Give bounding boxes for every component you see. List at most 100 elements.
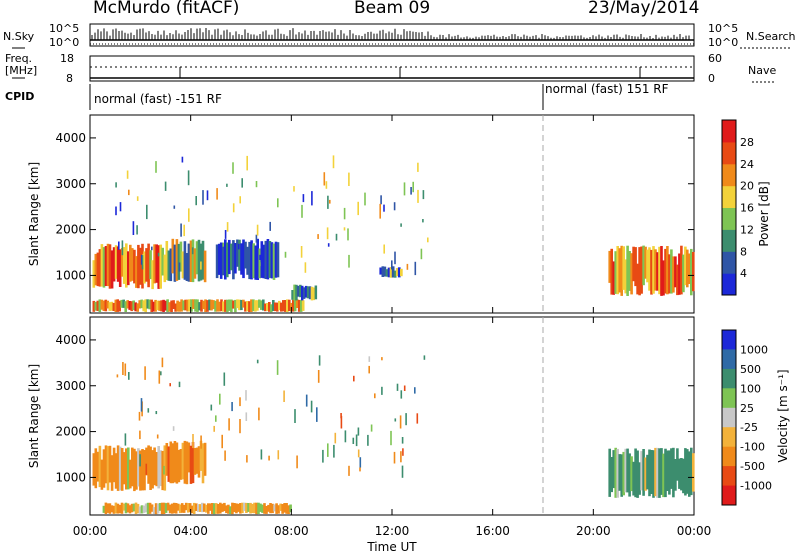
scatter-echo bbox=[332, 155, 335, 169]
scatter-echo bbox=[335, 233, 338, 241]
echo-cell bbox=[252, 299, 255, 312]
echo-cell bbox=[98, 445, 102, 488]
echo-cell bbox=[249, 502, 252, 514]
echo-cell bbox=[140, 299, 143, 309]
scatter-echo bbox=[327, 243, 330, 247]
echo-cell bbox=[264, 240, 268, 279]
echo-cell bbox=[226, 299, 229, 313]
echo-cell bbox=[266, 303, 269, 311]
echo-cell bbox=[638, 462, 641, 495]
echo-cell bbox=[212, 300, 215, 310]
scatter-echo bbox=[400, 223, 402, 227]
scatter-echo bbox=[318, 355, 321, 366]
echo-cell bbox=[137, 244, 140, 289]
echo-cell bbox=[231, 502, 234, 515]
scatter-echo bbox=[238, 243, 240, 250]
echo-cell bbox=[250, 299, 253, 312]
echo-cell bbox=[224, 239, 227, 280]
echo-cell bbox=[225, 505, 228, 514]
echo-cell bbox=[138, 506, 142, 514]
echo-cell bbox=[129, 244, 132, 282]
scatter-echo bbox=[222, 242, 224, 247]
scatter-echo bbox=[420, 248, 423, 260]
scatter-echo bbox=[231, 402, 233, 412]
scatter-echo bbox=[156, 434, 159, 439]
echo-cell bbox=[389, 267, 393, 278]
echo-cell bbox=[217, 504, 220, 514]
echo-cell bbox=[260, 300, 263, 310]
colorbar-tick-label: 100 bbox=[740, 382, 761, 395]
echo-cell bbox=[202, 300, 205, 310]
scatter-echo bbox=[228, 418, 230, 431]
echo-cell bbox=[214, 300, 217, 312]
echo-cell bbox=[190, 505, 194, 514]
scatter-echo bbox=[246, 155, 248, 171]
freq-tick-top: 18 bbox=[60, 52, 74, 65]
echo-cell bbox=[682, 254, 685, 293]
scatter-echo bbox=[255, 234, 258, 243]
echo-cell bbox=[114, 502, 118, 514]
scatter-echo bbox=[210, 404, 213, 411]
echo-cell bbox=[662, 260, 665, 296]
echo-cell bbox=[632, 461, 635, 496]
echo-cell bbox=[656, 447, 659, 498]
echo-cell bbox=[102, 247, 106, 288]
scatter-echo bbox=[239, 397, 241, 407]
n-search-label: N.Search bbox=[746, 30, 796, 43]
scatter-echo bbox=[173, 205, 176, 209]
scatter-echo bbox=[284, 251, 287, 258]
echo-cell bbox=[256, 300, 259, 311]
echo-cell bbox=[229, 506, 232, 514]
echo-cell bbox=[136, 503, 140, 514]
echo-cell bbox=[102, 449, 106, 488]
echo-cell bbox=[195, 503, 198, 511]
scatter-echo bbox=[119, 202, 122, 212]
scatter-echo bbox=[277, 450, 280, 460]
echo-cell bbox=[157, 245, 160, 289]
scatter-echo bbox=[340, 415, 343, 429]
echo-cell bbox=[235, 503, 238, 514]
echo-cell bbox=[648, 247, 651, 291]
echo-cell bbox=[240, 299, 243, 311]
colorbar-tick-label: 16 bbox=[740, 202, 754, 215]
scatter-echo bbox=[357, 449, 360, 458]
echo-cell bbox=[176, 503, 180, 511]
scatter-echo bbox=[394, 418, 397, 422]
scatter-echo bbox=[283, 390, 285, 402]
echo-cell bbox=[264, 303, 267, 312]
echo-cell bbox=[152, 301, 155, 312]
echo-cell bbox=[106, 300, 110, 309]
x-tick-label: 00:00 bbox=[73, 524, 108, 538]
echo-cell bbox=[308, 286, 312, 300]
echo-cell bbox=[674, 256, 677, 288]
echo-cell bbox=[262, 244, 266, 279]
scatter-echo bbox=[192, 434, 194, 449]
echo-cell bbox=[616, 448, 619, 498]
echo-cell bbox=[205, 504, 208, 513]
echo-cell bbox=[636, 450, 639, 498]
echo-cell bbox=[680, 245, 683, 295]
echo-cell bbox=[133, 249, 136, 284]
echo-cell bbox=[660, 448, 663, 495]
echo-cell bbox=[186, 503, 190, 513]
echo-cell bbox=[207, 503, 210, 514]
echo-cell bbox=[134, 502, 138, 514]
scatter-echo bbox=[390, 430, 392, 446]
echo-cell bbox=[170, 503, 174, 514]
echo-cell bbox=[168, 504, 172, 514]
echo-cell bbox=[186, 299, 189, 312]
scatter-echo bbox=[327, 195, 329, 209]
scatter-echo bbox=[367, 434, 369, 446]
echo-cell bbox=[692, 252, 695, 292]
echo-cell bbox=[622, 451, 625, 496]
echo-cell bbox=[183, 440, 187, 484]
scatter-echo bbox=[380, 195, 382, 205]
echo-cell bbox=[215, 503, 218, 514]
scatter-echo bbox=[317, 370, 320, 383]
echo-cell bbox=[222, 301, 225, 312]
echo-cell bbox=[197, 504, 200, 512]
scatter-echo bbox=[115, 182, 117, 188]
echo-cell bbox=[650, 249, 653, 295]
echo-cell bbox=[124, 301, 127, 312]
scatter-echo bbox=[368, 365, 370, 374]
